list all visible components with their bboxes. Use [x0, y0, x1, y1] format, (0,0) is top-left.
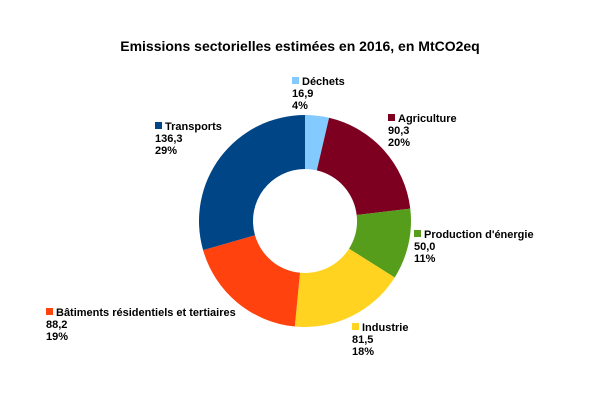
slice-label-batiments-residentiels-et-tertiaires: Bâtiments résidentiels et tertiaires 88,2…: [46, 307, 236, 343]
slice-name-transports: Transports: [165, 121, 222, 133]
chart-title: Emissions sectorielles estimées en 2016,…: [120, 38, 480, 54]
slice-swatch-agriculture: [388, 114, 395, 121]
slice-value-production-d-energie: 50,0: [414, 241, 436, 253]
slice-label-dechets: Déchets 16,9 4%: [292, 76, 345, 112]
slice-percent-industrie: 18%: [352, 346, 375, 358]
slice-percent-agriculture: 20%: [388, 137, 411, 149]
slice-label-transports: Transports 136,3 29%: [155, 121, 222, 157]
slice-dechets: [305, 115, 330, 171]
slice-swatch-industrie: [352, 323, 359, 330]
slice-name-dechets: Déchets: [302, 76, 345, 88]
slice-label-production-d-energie: Production d'énergie 50,0 11%: [414, 229, 534, 265]
slice-value-agriculture: 90,3: [388, 125, 410, 137]
slice-value-industrie: 81,5: [352, 334, 374, 346]
slice-percent-production-d-energie: 11%: [414, 253, 436, 265]
slice-value-batiments-residentiels-et-tertiaires: 88,2: [46, 319, 68, 331]
slice-swatch-transports: [155, 122, 162, 129]
slice-label-industrie: Industrie 81,5 18%: [352, 322, 408, 358]
slice-transports: [199, 115, 305, 251]
slice-name-agriculture: Agriculture: [398, 113, 457, 125]
slice-production-d-energie: [349, 208, 411, 278]
slice-percent-batiments-residentiels-et-tertiaires: 19%: [46, 331, 69, 343]
slice-agriculture: [316, 117, 411, 215]
slice-name-industrie: Industrie: [362, 322, 409, 334]
slice-swatch-batiments-residentiels-et-tertiaires: [46, 308, 53, 315]
slice-label-agriculture: Agriculture 90,3 20%: [388, 113, 457, 149]
slice-percent-dechets: 4%: [292, 100, 308, 112]
slice-percent-transports: 29%: [155, 145, 178, 157]
slice-swatch-production-d-energie: [414, 230, 421, 237]
slice-name-batiments-residentiels-et-tertiaires: Bâtiments résidentiels et tertiaires: [56, 307, 236, 319]
slice-batiments-residentiels-et-tertiaires: [203, 235, 300, 327]
slice-industrie: [294, 248, 395, 328]
slice-swatch-dechets: [292, 77, 299, 84]
slice-value-dechets: 16,9: [292, 88, 314, 100]
slice-name-production-d-energie: Production d'énergie: [424, 229, 534, 241]
slice-value-transports: 136,3: [155, 133, 183, 145]
